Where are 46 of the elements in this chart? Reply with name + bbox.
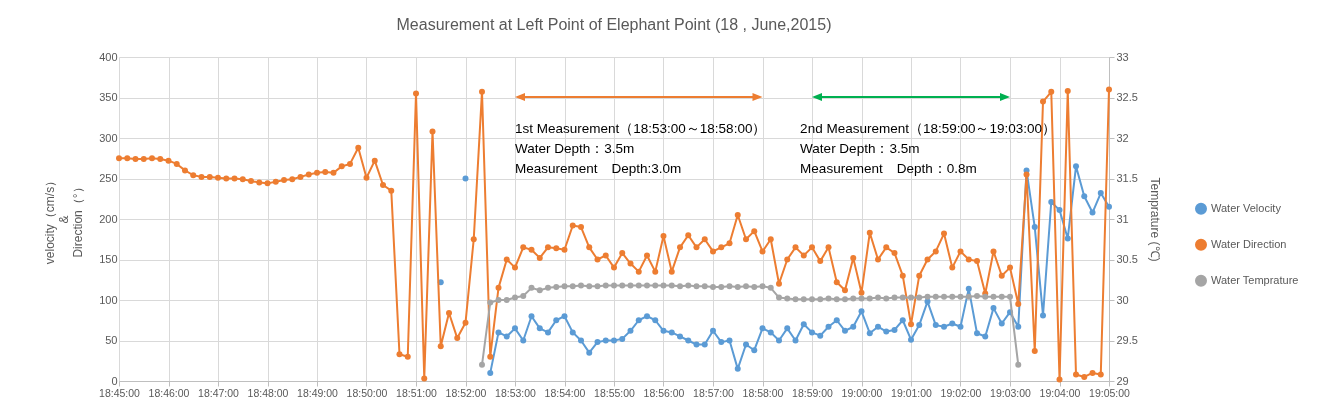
y2-axis-title: Temprature (℃) bbox=[1147, 177, 1162, 262]
y-tick-label: 150 bbox=[99, 253, 118, 265]
y2-tick-label: 33 bbox=[1116, 50, 1129, 63]
y2-tick-label: 29 bbox=[1116, 374, 1129, 387]
x-tick-label: 19:03:00 bbox=[990, 386, 1032, 399]
x-tick-label: 18:55:00 bbox=[594, 386, 636, 399]
y2-tick-label: 31.5 bbox=[1116, 172, 1138, 184]
x-tick-label: 18:49:00 bbox=[297, 386, 339, 399]
x-tick-label: 18:53:00 bbox=[495, 386, 537, 399]
legend-label: Water Direction bbox=[1211, 237, 1287, 250]
x-tick-label: 19:00:00 bbox=[841, 386, 883, 399]
annotation: 1st Measurement（18:53:00～18:58:00） Water Depth：3.5m Measurement Depth:3.0m bbox=[515, 120, 767, 176]
x-tick-label: 18:47:00 bbox=[198, 386, 240, 399]
y-tick-label: 0 bbox=[111, 374, 118, 387]
y-tick-label: 100 bbox=[99, 293, 118, 306]
x-tick-label: 18:46:00 bbox=[148, 386, 190, 399]
y-tick-label: 50 bbox=[105, 334, 118, 346]
x-tick-label: 18:56:00 bbox=[643, 386, 685, 399]
y-tick-label: 250 bbox=[99, 172, 118, 184]
x-tick-label: 19:01:00 bbox=[891, 386, 933, 399]
x-tick-label: 18:51:00 bbox=[396, 386, 438, 399]
y2-tick-label: 30.5 bbox=[1116, 253, 1138, 265]
x-tick-label: 18:48:00 bbox=[247, 386, 289, 399]
y-tick-label: 300 bbox=[99, 131, 118, 144]
x-tick-label: 18:50:00 bbox=[346, 386, 388, 399]
chart-title: Measurement at Left Point of Elephant Point (18 , June,2015) bbox=[396, 16, 832, 33]
y2-tick-label: 29.5 bbox=[1116, 334, 1138, 346]
y2-tick-label: 31 bbox=[1116, 212, 1129, 225]
legend-label: Water Velocity bbox=[1211, 201, 1282, 214]
y-axis-title: velocity（cm/s） & Direction（°） bbox=[43, 174, 86, 265]
x-tick-label: 18:45:00 bbox=[99, 386, 141, 399]
x-tick-label: 18:54:00 bbox=[544, 386, 586, 399]
x-tick-label: 18:59:00 bbox=[792, 386, 834, 399]
y2-tick-label: 32.5 bbox=[1116, 91, 1138, 103]
y2-tick-label: 32 bbox=[1116, 131, 1129, 144]
y2-tick-label: 30 bbox=[1116, 293, 1129, 306]
y-tick-label: 400 bbox=[99, 50, 118, 63]
x-tick-label: 18:52:00 bbox=[445, 386, 487, 399]
legend-label: Water Temprature bbox=[1211, 273, 1299, 286]
y-tick-label: 200 bbox=[99, 212, 118, 225]
x-tick-label: 19:04:00 bbox=[1039, 386, 1081, 399]
x-tick-label: 18:57:00 bbox=[693, 386, 735, 399]
x-tick-label: 19:02:00 bbox=[940, 386, 982, 399]
y-tick-label: 350 bbox=[99, 91, 118, 103]
x-tick-label: 18:58:00 bbox=[742, 386, 784, 399]
x-tick-label: 19:05:00 bbox=[1089, 386, 1131, 399]
